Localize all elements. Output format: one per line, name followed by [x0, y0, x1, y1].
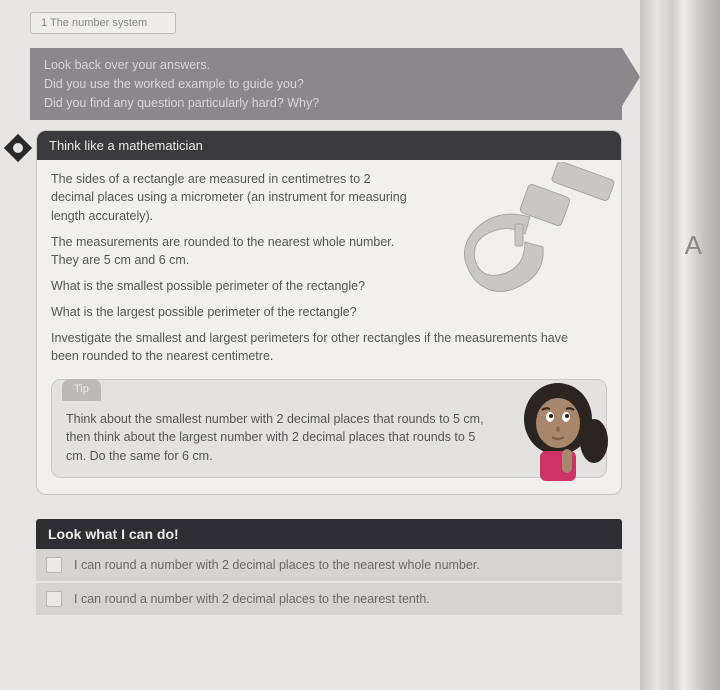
checklist-label: I can round a number with 2 decimal plac…: [74, 558, 480, 572]
think-paragraph: What is the smallest possible perimeter …: [51, 277, 411, 295]
banner-line: Look back over your answers.: [44, 56, 608, 75]
checklist-item: I can round a number with 2 decimal plac…: [36, 583, 622, 617]
chapter-tab-label: 1 The number system: [41, 17, 147, 29]
banner-line: Did you use the worked example to guide …: [44, 75, 608, 94]
tip-box: Tip Think about the smallest number with…: [51, 379, 607, 477]
checklist-item: I can round a number with 2 decimal plac…: [36, 549, 622, 583]
banner-line: Did you find any question particularly h…: [44, 94, 608, 113]
chapter-tab: 1 The number system: [30, 12, 176, 34]
think-panel-body: The sides of a rectangle are measured in…: [37, 160, 621, 493]
reflection-banner: Look back over your answers. Did you use…: [30, 48, 622, 120]
think-panel: Think like a mathematician The sides of …: [36, 130, 622, 494]
micrometer-icon: [425, 162, 615, 302]
page-edge-photo: [640, 0, 720, 690]
think-paragraph: What is the largest possible perimeter o…: [51, 303, 411, 321]
checkbox[interactable]: [46, 557, 62, 573]
checkbox[interactable]: [46, 591, 62, 607]
section-marker-icon: [4, 134, 32, 162]
think-paragraph: The sides of a rectangle are measured in…: [51, 170, 411, 224]
think-paragraph: The measurements are rounded to the near…: [51, 233, 411, 269]
textbook-page: 1 The number system Look back over your …: [0, 0, 640, 690]
girl-illustration-icon: [510, 371, 610, 481]
tip-label: Tip: [62, 379, 101, 401]
lookwhat-header: Look what I can do!: [36, 519, 622, 549]
think-panel-header: Think like a mathematician: [37, 131, 621, 160]
edge-letter: A: [685, 230, 702, 261]
checklist-label: I can round a number with 2 decimal plac…: [74, 592, 430, 606]
think-paragraph: Investigate the smallest and largest per…: [51, 329, 591, 365]
